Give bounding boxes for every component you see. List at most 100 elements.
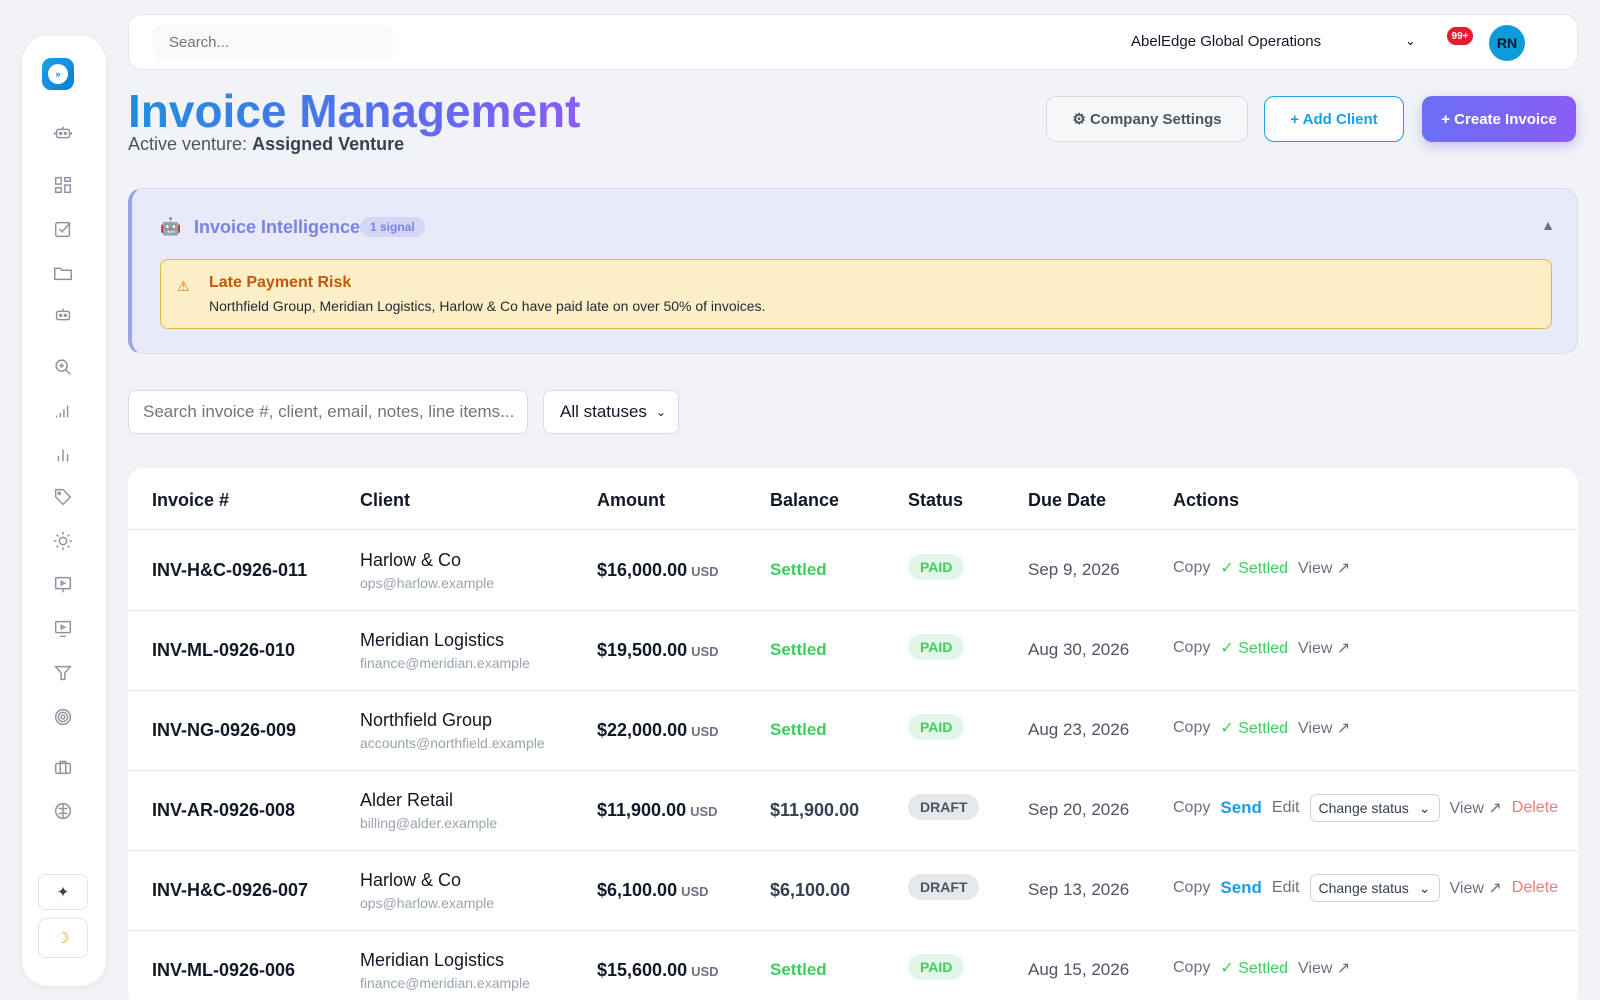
col-amount[interactable]: Amount xyxy=(597,490,665,510)
edit-link[interactable]: Edit xyxy=(1271,799,1300,816)
tasks-check-icon[interactable] xyxy=(52,218,76,242)
due-date: Aug 30, 2026 xyxy=(1028,640,1130,659)
org-selector[interactable]: AbelEdge Global Operations xyxy=(1131,33,1322,50)
currency-code: USD xyxy=(681,884,709,899)
company-settings-button[interactable]: ⚙ Company Settings xyxy=(1046,96,1248,142)
col-actions: Actions xyxy=(1173,490,1240,510)
copy-link[interactable]: Copy xyxy=(1173,879,1211,896)
status-filter-select[interactable]: All statuses ⌄ xyxy=(543,390,679,434)
client-email: ops@harlow.example xyxy=(360,895,495,911)
client-email: finance@meridian.example xyxy=(360,975,530,991)
copy-link[interactable]: Copy xyxy=(1173,559,1211,576)
notification-badge[interactable]: 99+ xyxy=(1447,27,1473,45)
change-status-label: Change status xyxy=(1318,800,1409,816)
table-row[interactable]: INV-H&C-0926-007 Harlow & Co ops@harlow.… xyxy=(128,850,1578,931)
row-actions: Copy Send Edit Change status ⌄ View ↗ Del… xyxy=(1173,792,1558,824)
invoice-balance: Settled xyxy=(770,560,827,579)
briefcase-icon[interactable] xyxy=(52,756,76,780)
signal-bars-icon[interactable] xyxy=(52,400,76,424)
invoice-number[interactable]: INV-H&C-0926-011 xyxy=(152,560,308,580)
create-invoice-button[interactable]: + Create Invoice xyxy=(1422,96,1576,142)
logo-chevron-icon: » xyxy=(48,64,68,84)
copy-link[interactable]: Copy xyxy=(1173,639,1211,656)
presentation-icon[interactable] xyxy=(52,574,76,598)
table-row[interactable]: INV-H&C-0926-011 Harlow & Co ops@harlow.… xyxy=(128,530,1578,611)
table-row[interactable]: INV-ML-0926-010 Meridian Logistics finan… xyxy=(128,610,1578,691)
table-row[interactable]: INV-AR-0926-008 Alder Retail billing@ald… xyxy=(128,770,1578,851)
target-icon[interactable] xyxy=(52,706,76,730)
col-due-date[interactable]: Due Date xyxy=(1028,490,1107,510)
amount-value: $6,100.00 xyxy=(597,880,678,900)
bar-chart-icon[interactable] xyxy=(52,444,76,468)
currency-code: USD xyxy=(691,724,719,739)
global-search-input[interactable] xyxy=(153,25,393,59)
dashboard-icon[interactable] xyxy=(52,174,76,198)
delete-link[interactable]: Delete xyxy=(1511,879,1559,896)
client-email: accounts@northfield.example xyxy=(360,735,545,751)
client-email: billing@alder.example xyxy=(360,815,498,831)
invoice-amount: $16,000.00 USD xyxy=(597,560,719,581)
invoice-number[interactable]: INV-ML-0926-010 xyxy=(152,640,296,660)
view-link[interactable]: View ↗ xyxy=(1298,640,1351,657)
sun-icon[interactable] xyxy=(52,530,76,554)
app-logo[interactable]: » xyxy=(42,58,74,90)
col-client[interactable]: Client xyxy=(360,490,411,510)
change-status-select[interactable]: Change status ⌄ xyxy=(1309,794,1440,822)
zoom-search-icon[interactable] xyxy=(52,356,76,380)
row-actions: Copy Send Edit Change status ⌄ View ↗ Del… xyxy=(1173,872,1558,904)
row-actions: Copy ✓ Settled View ↗ xyxy=(1173,552,1350,584)
view-link[interactable]: View ↗ xyxy=(1298,720,1351,737)
invoice-balance: $11,900.00 xyxy=(770,800,860,820)
filter-funnel-icon[interactable] xyxy=(52,662,76,686)
change-status-select[interactable]: Change status ⌄ xyxy=(1309,874,1440,902)
sparkle-button[interactable]: ✦ xyxy=(38,874,88,910)
invoice-number[interactable]: INV-AR-0926-008 xyxy=(152,800,296,820)
venture-name: Assigned Venture xyxy=(252,134,405,154)
col-balance[interactable]: Balance xyxy=(770,490,840,510)
amount-value: $15,600.00 xyxy=(597,960,688,980)
copy-link[interactable]: Copy xyxy=(1173,799,1211,816)
invoice-search-input[interactable] xyxy=(128,390,528,434)
signal-count-badge: 1 signal xyxy=(360,217,425,237)
robot-emoji-icon: 🤖 xyxy=(160,217,182,236)
status-filter-value: All statuses xyxy=(560,402,647,421)
status-badge: DRAFT xyxy=(908,874,980,900)
user-avatar[interactable]: RN xyxy=(1489,25,1525,61)
invoice-number[interactable]: INV-H&C-0926-007 xyxy=(152,880,309,900)
client-name: Harlow & Co xyxy=(360,870,462,890)
robot-icon[interactable] xyxy=(52,122,76,146)
add-client-button[interactable]: + Add Client xyxy=(1264,96,1404,142)
video-screen-icon[interactable] xyxy=(52,618,76,642)
currency-code: USD xyxy=(691,564,719,579)
status-badge: PAID xyxy=(908,554,965,580)
invoice-number[interactable]: INV-ML-0926-006 xyxy=(152,960,296,980)
send-link[interactable]: Send xyxy=(1220,878,1262,897)
robot-alt-icon[interactable] xyxy=(52,304,76,328)
invoice-amount: $22,000.00 USD xyxy=(597,720,719,741)
invoice-number[interactable]: INV-NG-0926-009 xyxy=(152,720,297,740)
collapse-triangle-icon[interactable]: ▲ xyxy=(1541,217,1555,233)
client-name: Northfield Group xyxy=(360,710,493,730)
folder-icon[interactable] xyxy=(52,262,76,286)
send-link[interactable]: Send xyxy=(1220,798,1262,817)
view-link[interactable]: View ↗ xyxy=(1449,800,1502,817)
chevron-down-icon: ⌄ xyxy=(1418,799,1431,816)
table-row[interactable]: INV-NG-0926-009 Northfield Group account… xyxy=(128,690,1578,771)
col-invoice[interactable]: Invoice # xyxy=(152,490,230,510)
chevron-down-icon[interactable]: ⌄ xyxy=(1405,33,1416,48)
theme-toggle-button[interactable]: ☽ xyxy=(38,918,88,958)
client-name: Meridian Logistics xyxy=(360,630,505,650)
view-link[interactable]: View ↗ xyxy=(1449,880,1502,897)
tag-icon[interactable] xyxy=(52,486,76,510)
table-row[interactable]: INV-ML-0926-006 Meridian Logistics finan… xyxy=(128,930,1578,1000)
view-link[interactable]: View ↗ xyxy=(1298,560,1351,577)
currency-code: USD xyxy=(691,644,719,659)
amount-value: $19,500.00 xyxy=(597,640,688,660)
copy-link[interactable]: Copy xyxy=(1173,959,1211,976)
delete-link[interactable]: Delete xyxy=(1511,799,1559,816)
col-status[interactable]: Status xyxy=(908,490,964,510)
copy-link[interactable]: Copy xyxy=(1173,719,1211,736)
brain-icon[interactable] xyxy=(52,800,76,824)
view-link[interactable]: View ↗ xyxy=(1298,960,1351,977)
edit-link[interactable]: Edit xyxy=(1271,879,1300,896)
